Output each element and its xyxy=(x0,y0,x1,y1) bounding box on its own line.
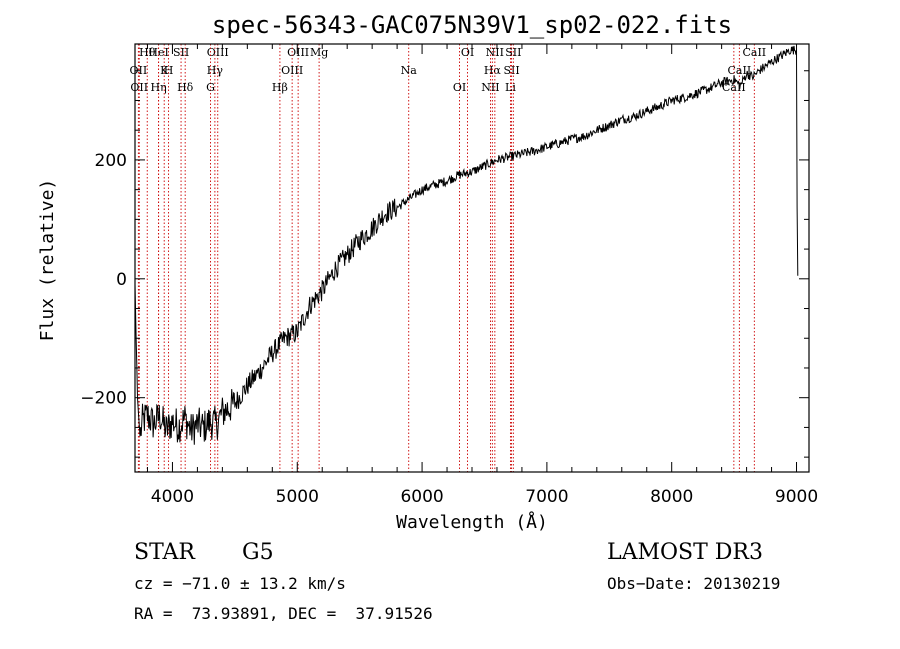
x-tick-label: 8000 xyxy=(650,487,693,507)
y-axis-label: Flux (relative) xyxy=(37,179,58,342)
spectral-line-label: Hδ xyxy=(177,81,194,94)
spectral-line-label: K xyxy=(160,64,169,77)
y-tick-label: 200 xyxy=(95,151,127,171)
spectral-line-label: G xyxy=(206,81,215,94)
spectral-lines-layer: HθOIIOIIHeIKHηSIIHHδOIIIHγGOIIIOIIIHβMgN… xyxy=(130,44,766,472)
axis-ticks: 4000 5000 6000 7000 8000 9000 −200 0 200 xyxy=(80,44,818,507)
spectral-line-label: SII xyxy=(173,46,189,59)
spectral-line-label: CaII xyxy=(742,46,766,59)
spectral-line-label: Hα xyxy=(484,64,502,77)
spectral-line-label: Hγ xyxy=(207,64,224,77)
spectral-line-label: OIII xyxy=(281,64,303,77)
x-tick-label: 6000 xyxy=(400,487,443,507)
spectral-line-label: NII xyxy=(481,81,499,94)
spectral-line-label: OIII xyxy=(207,46,229,59)
spectrum-line xyxy=(134,45,799,445)
spectral-line-label: OII xyxy=(130,81,148,94)
spectral-line-label: NII xyxy=(486,46,504,59)
spectral-line-label: Na xyxy=(401,64,418,77)
x-tick-label: 4000 xyxy=(151,487,194,507)
y-tick-label: 0 xyxy=(116,270,127,290)
object-subclass: G5 xyxy=(242,540,274,565)
ra-dec: RA = 73.93891, DEC = 37.91526 xyxy=(134,604,433,623)
spectral-line-label: H xyxy=(164,64,174,77)
survey-name: LAMOST DR3 xyxy=(607,540,763,565)
obs-date: Obs−Date: 20130219 xyxy=(607,574,781,593)
spectral-line-label: SII xyxy=(503,64,519,77)
x-tick-label: 5000 xyxy=(276,487,319,507)
plot-frame xyxy=(134,43,810,473)
spectral-line-label: OI xyxy=(453,81,466,94)
spectral-line-label: Hη xyxy=(150,81,166,94)
spectral-line-label: CaII xyxy=(728,64,752,77)
object-class: STAR xyxy=(134,540,195,565)
x-tick-label: 9000 xyxy=(775,487,818,507)
spectral-line-label: Mg xyxy=(310,46,328,59)
y-tick-label: −200 xyxy=(80,389,127,409)
spectral-line-label: OI xyxy=(461,46,474,59)
spectral-line-label: Hβ xyxy=(272,81,288,94)
spectral-line-label: Li xyxy=(505,81,516,94)
x-axis-label: Wavelength (Å) xyxy=(396,511,548,533)
spectral-line-label: OIII xyxy=(287,46,309,59)
spectral-line-label: SII xyxy=(505,46,521,59)
spectral-line-label: Hθ xyxy=(139,46,156,59)
x-tick-label: 7000 xyxy=(525,487,568,507)
redshift-cz: cz = −71.0 ± 13.2 km/s xyxy=(134,574,346,593)
chart-title: spec-56343-GAC075N39V1_sp02-022.fits xyxy=(212,11,732,39)
